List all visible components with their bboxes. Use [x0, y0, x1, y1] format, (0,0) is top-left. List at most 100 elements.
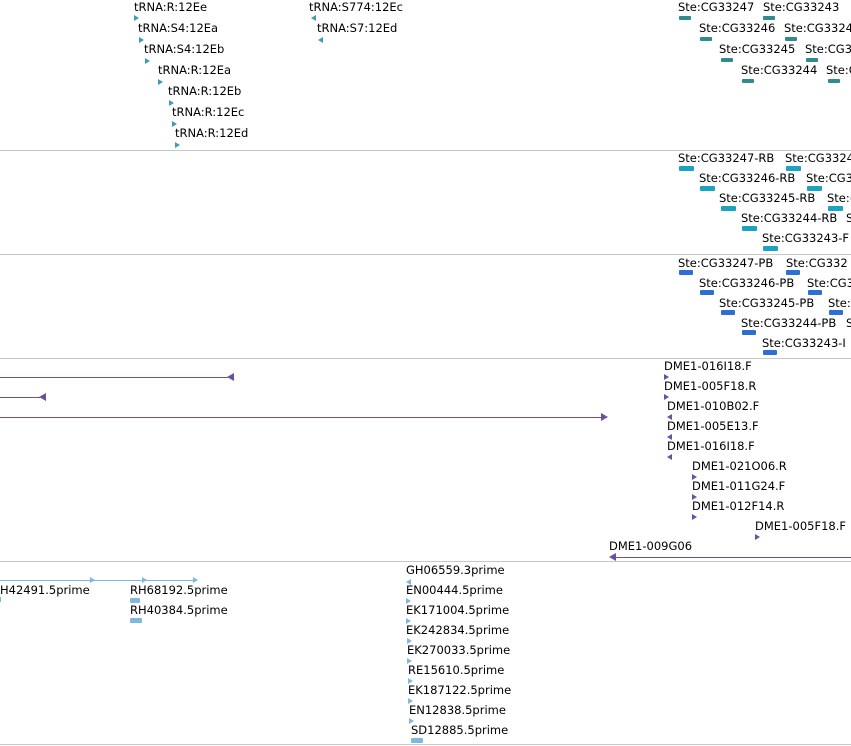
feature-label[interactable]: GH06559.3prime: [406, 563, 505, 577]
feature-label[interactable]: Ste:CG3: [807, 276, 851, 290]
feature-label[interactable]: EK171004.5prime: [406, 603, 510, 617]
feature-label[interactable]: Ste:CG33243: [763, 0, 840, 14]
gene-feature[interactable]: [700, 37, 712, 41]
forward-strand-icon[interactable]: [406, 598, 411, 604]
transcript-feature[interactable]: [807, 186, 822, 191]
forward-strand-icon[interactable]: [134, 15, 139, 21]
feature-label[interactable]: Ste:CG33245-PB: [719, 296, 815, 310]
feature-label[interactable]: EK187122.5prime: [408, 683, 512, 697]
feature-label[interactable]: tRNA:S774:12Ec: [309, 0, 403, 14]
clone-span-line[interactable]: [0, 417, 602, 418]
feature-label[interactable]: Ste:CG33247-RB: [678, 151, 775, 165]
feature-label[interactable]: DME1-010B02.F: [667, 399, 760, 413]
feature-label[interactable]: Ste:CG3324: [784, 21, 851, 35]
protein-feature[interactable]: [763, 350, 777, 355]
forward-strand-icon[interactable]: [664, 374, 669, 380]
feature-label[interactable]: SD12885.5prime: [411, 723, 509, 737]
protein-feature[interactable]: [679, 270, 693, 275]
protein-feature[interactable]: [786, 270, 800, 275]
feature-label[interactable]: tRNA:S4:12Eb: [144, 42, 225, 56]
forward-strand-icon[interactable]: [692, 514, 697, 520]
feature-label[interactable]: DME1-016I18.F: [664, 359, 752, 373]
forward-strand-icon[interactable]: [408, 698, 413, 704]
feature-label[interactable]: Ste:CG33246: [699, 21, 776, 35]
feature-label[interactable]: Ste:CG33245: [719, 42, 796, 56]
gene-feature[interactable]: [763, 16, 775, 20]
gene-feature[interactable]: [679, 16, 691, 20]
feature-label[interactable]: tRNA:S4:12Ea: [138, 21, 219, 35]
feature-label[interactable]: Ste:CG33244-PB: [741, 316, 837, 330]
forward-strand-icon[interactable]: [409, 718, 414, 724]
feature-label[interactable]: tRNA:R:12Ea: [158, 63, 232, 77]
feature-label[interactable]: Ste:CG332: [786, 256, 848, 270]
forward-strand-icon[interactable]: [664, 394, 669, 400]
forward-strand-icon[interactable]: [139, 37, 144, 43]
feature-label[interactable]: H42491.5prime: [0, 583, 90, 597]
est-feature[interactable]: [411, 738, 423, 743]
gene-feature[interactable]: [742, 79, 754, 83]
forward-strand-icon[interactable]: [172, 121, 177, 127]
transcript-feature[interactable]: [700, 186, 715, 191]
feature-label[interactable]: RE15610.5prime: [408, 663, 505, 677]
feature-label[interactable]: RH68192.5prime: [130, 583, 228, 597]
feature-label[interactable]: Ste:CG33244-RB: [741, 211, 838, 225]
forward-strand-icon[interactable]: [193, 577, 198, 583]
feature-label[interactable]: DME1-005E13.F: [667, 419, 759, 433]
forward-strand-icon[interactable]: [407, 658, 412, 664]
forward-strand-icon[interactable]: [142, 577, 147, 583]
reverse-strand-icon[interactable]: [609, 553, 616, 561]
feature-label[interactable]: Ste:CG33245-RB: [719, 191, 816, 205]
feature-label[interactable]: Ste:: [828, 296, 851, 310]
feature-label[interactable]: EK242834.5prime: [406, 623, 510, 637]
feature-label[interactable]: Ste:CG33243-F: [762, 231, 850, 245]
feature-label[interactable]: DME1-011G24.F: [692, 479, 786, 493]
reverse-strand-icon[interactable]: [667, 454, 672, 460]
transcript-feature[interactable]: [786, 166, 801, 171]
reverse-strand-icon[interactable]: [667, 434, 672, 440]
est-feature[interactable]: [130, 618, 142, 623]
feature-label[interactable]: EN12838.5prime: [409, 703, 506, 717]
feature-label[interactable]: Ste:CG33246-PB: [699, 276, 795, 290]
feature-label[interactable]: DME1-012F14.R: [692, 499, 785, 513]
feature-label[interactable]: tRNA:R:12Ec: [172, 105, 245, 119]
feature-label[interactable]: EK270033.5prime: [407, 643, 511, 657]
protein-feature[interactable]: [700, 290, 714, 295]
transcript-feature[interactable]: [679, 166, 694, 171]
clone-span-line[interactable]: [0, 397, 40, 398]
feature-label[interactable]: tRNA:R:12Ed: [175, 126, 249, 140]
feature-label[interactable]: tRNA:R:12Eb: [168, 84, 242, 98]
forward-strand-icon[interactable]: [407, 638, 412, 644]
forward-strand-icon[interactable]: [408, 678, 413, 684]
feature-label[interactable]: Ste:CG33244: [741, 63, 818, 77]
feature-label[interactable]: Ste:CG3: [806, 171, 851, 185]
est-span-line[interactable]: [0, 580, 196, 581]
feature-label[interactable]: DME1-009G06: [609, 539, 693, 553]
gene-feature[interactable]: [785, 37, 797, 41]
reverse-strand-icon[interactable]: [227, 373, 234, 381]
feature-label[interactable]: Ste:C: [826, 63, 851, 77]
clone-span-line[interactable]: [616, 557, 851, 558]
protein-feature[interactable]: [742, 330, 756, 335]
forward-strand-icon[interactable]: [175, 142, 180, 148]
forward-strand-icon[interactable]: [90, 577, 95, 583]
forward-strand-icon[interactable]: [692, 474, 697, 480]
feature-label[interactable]: DME1-005F18.F: [755, 519, 846, 533]
reverse-strand-icon[interactable]: [311, 15, 316, 21]
feature-label[interactable]: tRNA:R:12Ee: [134, 0, 208, 14]
forward-strand-icon[interactable]: [169, 100, 174, 106]
feature-label[interactable]: EN00444.5prime: [406, 583, 503, 597]
forward-strand-icon[interactable]: [158, 79, 163, 85]
reverse-strand-icon[interactable]: [667, 414, 672, 420]
feature-label[interactable]: tRNA:S7:12Ed: [317, 21, 398, 35]
feature-label[interactable]: Ste:(: [827, 191, 851, 205]
feature-label[interactable]: Ste:CG332: [805, 42, 851, 56]
gene-feature[interactable]: [806, 58, 818, 62]
feature-label[interactable]: RH40384.5prime: [130, 603, 228, 617]
protein-feature[interactable]: [721, 310, 735, 315]
protein-feature[interactable]: [829, 310, 843, 315]
gene-feature[interactable]: [721, 58, 733, 62]
feature-label[interactable]: Ste:CG33247: [678, 0, 755, 14]
reverse-strand-icon[interactable]: [318, 37, 323, 43]
feature-label[interactable]: Ste:CG33247-PB: [678, 256, 774, 270]
transcript-feature[interactable]: [742, 226, 757, 231]
